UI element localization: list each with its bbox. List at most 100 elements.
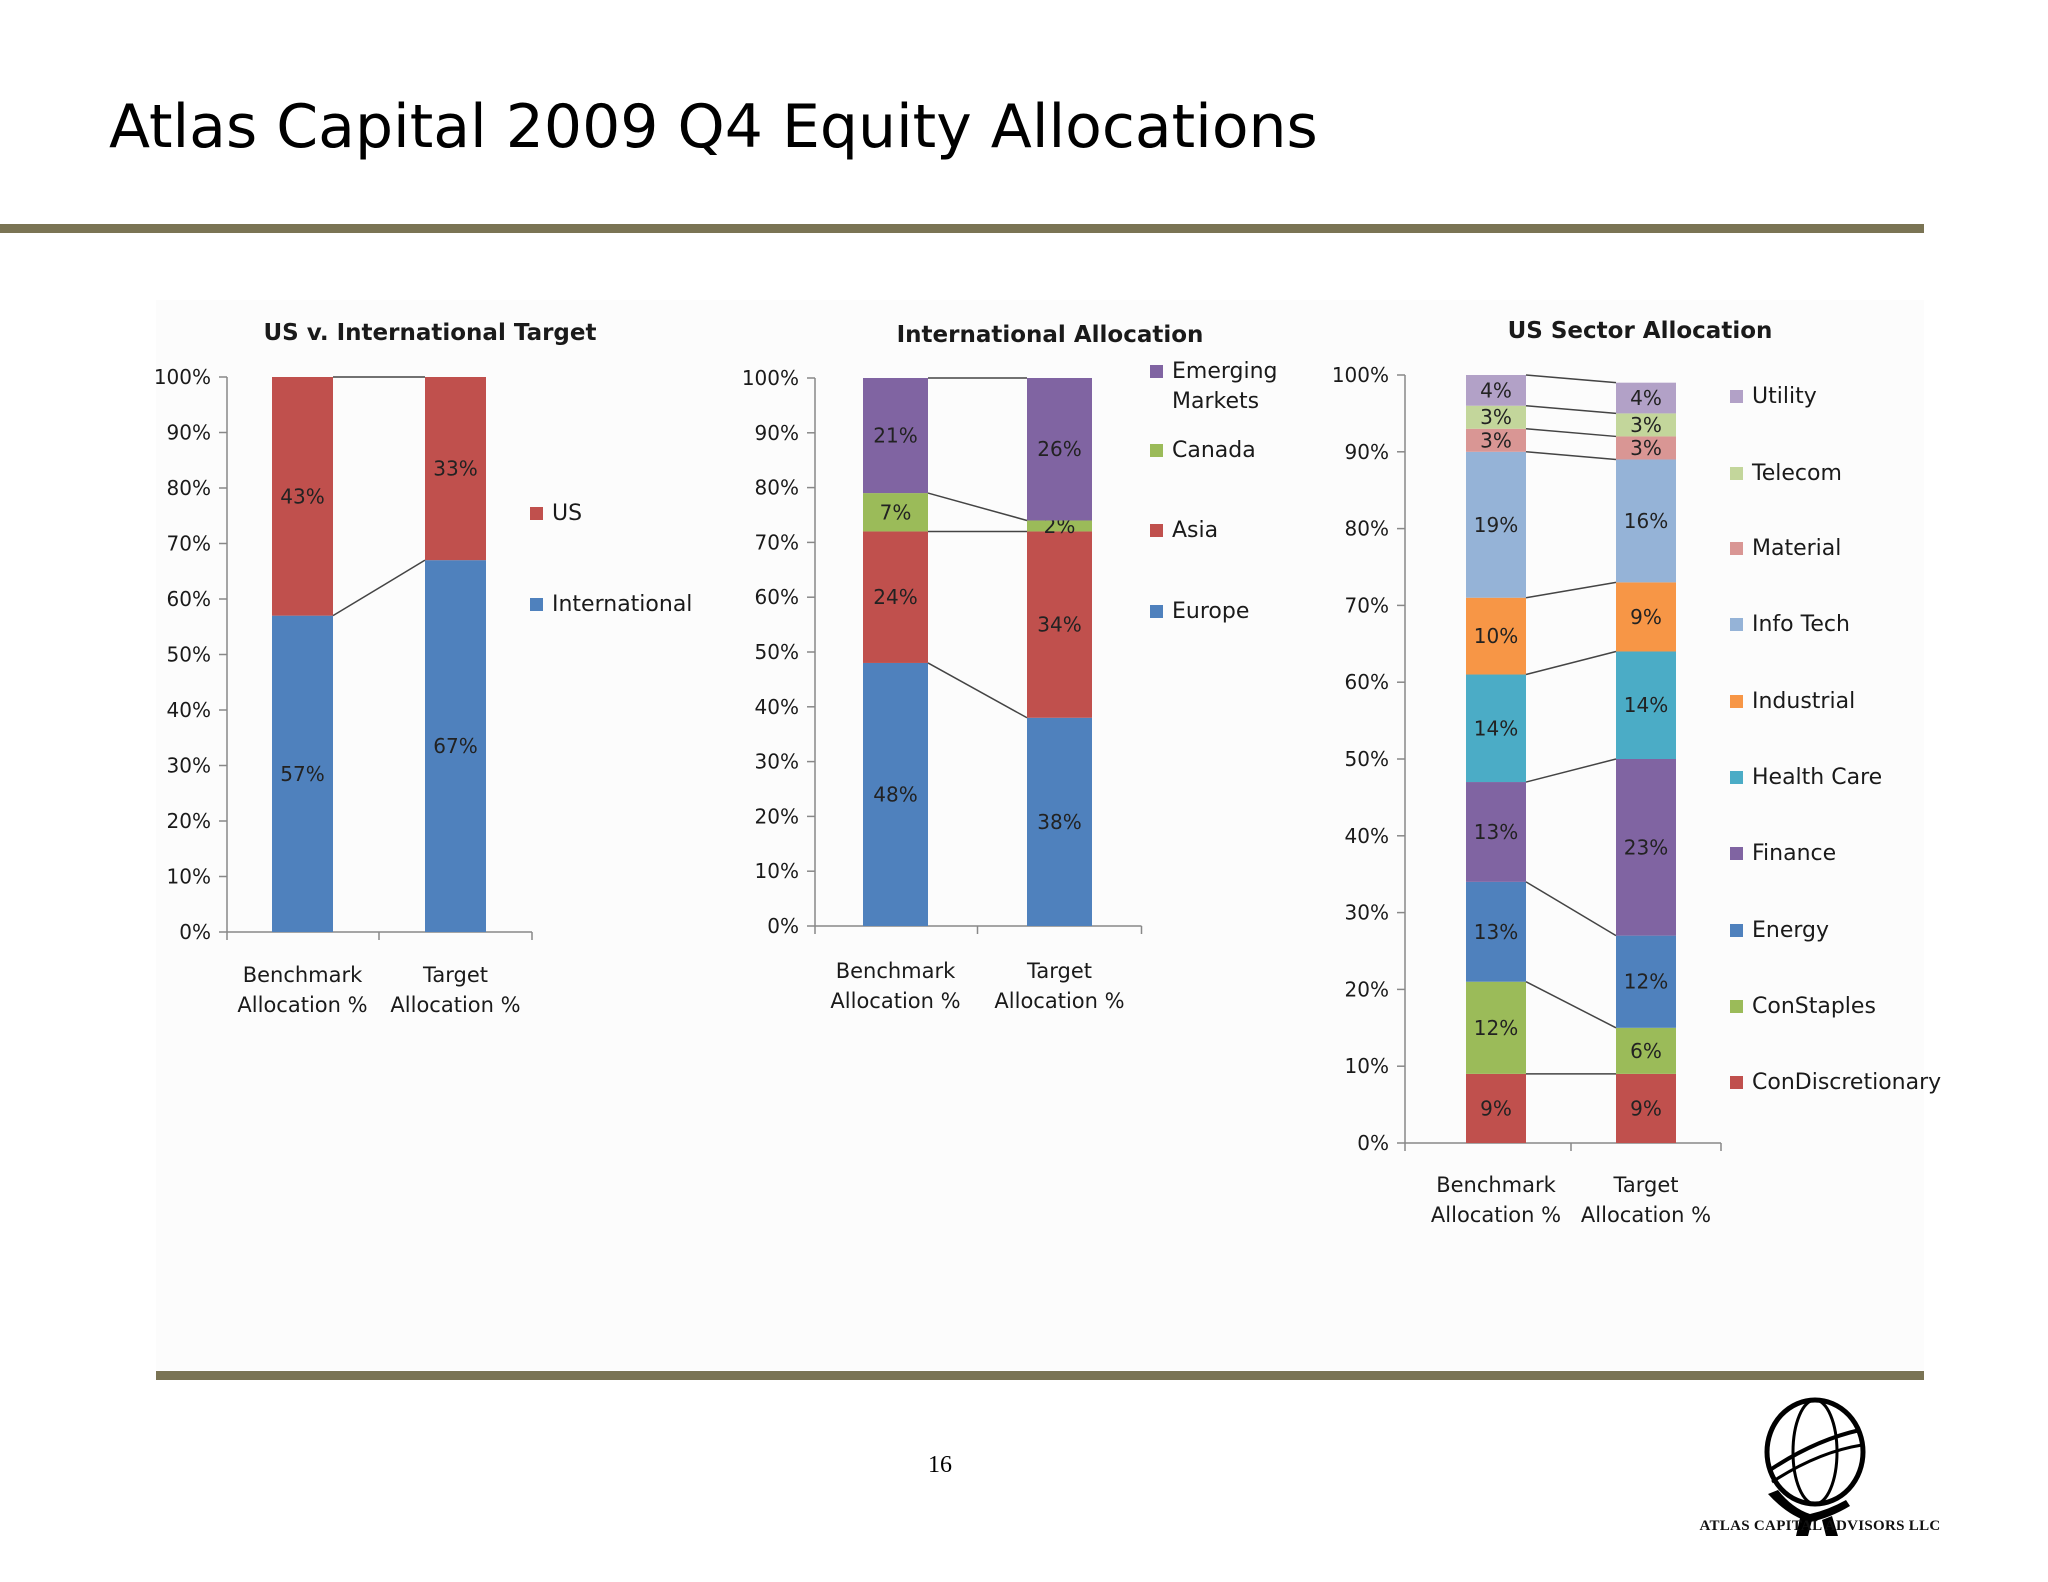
- data-label-condiscretionary: 9%: [1630, 1096, 1662, 1120]
- legend-label-industrial: Industrial: [1752, 689, 1855, 714]
- bar-asia-target: [1027, 531, 1092, 718]
- page-number: 16: [928, 1452, 952, 1478]
- legend-swatch-condiscretionary: [1730, 1076, 1743, 1089]
- series-line-constaples: [1525, 981, 1617, 1029]
- bar-finance-target: [1616, 759, 1676, 936]
- legend-label-finance: Finance: [1752, 841, 1836, 866]
- legend-swatch-canada: [1150, 444, 1163, 457]
- y-tick-label: 80%: [755, 476, 799, 500]
- series-line-utility: [1525, 374, 1617, 384]
- data-label-us: 33%: [433, 457, 477, 481]
- bar-health-care-benchmark: [1466, 674, 1526, 783]
- y-tick-label: 80%: [1345, 517, 1389, 541]
- data-label-constaples: 6%: [1630, 1039, 1662, 1063]
- data-label-info-tech: 16%: [1624, 509, 1668, 533]
- bar-international-benchmark: [272, 615, 333, 932]
- category-label: Benchmark Allocation %: [830, 959, 960, 1013]
- bar-info-tech-benchmark: [1466, 451, 1526, 598]
- legend-label-us: US: [552, 501, 582, 526]
- chart-us-sector-allocation: US Sector Allocation 0% 10% 20% 30% 40% 50% 60%…: [1332, 318, 1941, 1227]
- legend-swatch-info-tech: [1730, 618, 1743, 631]
- series-line-industrial: [1525, 581, 1617, 599]
- data-label-health-care: 14%: [1624, 693, 1668, 717]
- y-tick-label: 40%: [1345, 824, 1389, 848]
- series-line-info-tech: [1525, 451, 1617, 461]
- data-label-health-care: 14%: [1474, 716, 1518, 740]
- y-tick-label: 70%: [167, 532, 211, 556]
- atlas-globe-logo-icon: [1764, 1397, 1866, 1536]
- legend-label-info-tech: Info Tech: [1752, 612, 1850, 637]
- data-label-emerging-markets: 21%: [873, 424, 917, 448]
- data-label-europe: 38%: [1037, 810, 1081, 834]
- bar-telecom-target: [1616, 413, 1676, 437]
- legend-swatch-telecom: [1730, 467, 1743, 480]
- y-tick-label: 40%: [755, 695, 799, 719]
- bar-us-target: [425, 377, 486, 561]
- series-line-energy: [1525, 881, 1617, 937]
- bar-europe-target: [1027, 717, 1092, 926]
- y-tick-label: 10%: [167, 865, 211, 889]
- data-label-international: 67%: [433, 734, 477, 758]
- y-tick-label: 0%: [767, 914, 799, 938]
- series-line-canada: [927, 492, 1028, 522]
- bar-energy-target: [1616, 935, 1676, 1028]
- y-tick-label: 10%: [1345, 1054, 1389, 1078]
- bar-europe-benchmark: [863, 662, 928, 926]
- bar-industrial-target: [1616, 582, 1676, 652]
- category-label: Target Allocation %: [390, 963, 520, 1017]
- chart-title: US Sector Allocation: [1508, 318, 1773, 344]
- data-label-asia: 24%: [873, 585, 917, 609]
- data-label-international: 57%: [280, 762, 324, 786]
- data-label-telecom: 3%: [1480, 405, 1512, 429]
- y-tick-label: 50%: [167, 643, 211, 667]
- legend-label-asia: Asia: [1172, 518, 1218, 543]
- y-tick-label: 20%: [167, 809, 211, 833]
- y-tick-label: 20%: [755, 804, 799, 828]
- bar-utility-benchmark: [1466, 375, 1526, 406]
- legend-label-emerging-markets: Emerging Markets: [1172, 359, 1278, 414]
- y-tick-label: 30%: [755, 750, 799, 774]
- legend-label-canada: Canada: [1172, 438, 1256, 463]
- category-label: Benchmark Allocation %: [237, 963, 367, 1017]
- data-label-condiscretionary: 9%: [1480, 1096, 1512, 1120]
- y-tick-label: 0%: [179, 920, 211, 944]
- series-line-health-care: [1525, 650, 1617, 676]
- legend-swatch-energy: [1730, 924, 1743, 937]
- legend-label-condiscretionary: ConDiscretionary: [1752, 1070, 1941, 1095]
- legend-label-telecom: Telecom: [1751, 461, 1842, 486]
- legend-swatch-constaples: [1730, 1000, 1743, 1013]
- slide-title: Atlas Capital 2009 Q4 Equity Allocations: [109, 92, 1318, 162]
- data-label-finance: 13%: [1474, 820, 1518, 844]
- data-label-utility: 4%: [1630, 386, 1662, 410]
- chart-us-v-international: US v. International Target 0% 10% 20% 30% 40%…: [154, 320, 693, 1017]
- bar-info-tech-target: [1616, 459, 1676, 583]
- y-tick-label: 0%: [1357, 1131, 1389, 1155]
- data-label-asia: 34%: [1037, 613, 1081, 637]
- legend-label-international: International: [552, 592, 692, 617]
- y-tick-label: 10%: [755, 859, 799, 883]
- legend-label-europe: Europe: [1172, 599, 1249, 624]
- bar-energy-benchmark: [1466, 881, 1526, 982]
- chart-international-allocation: International Allocation 0% 10% 20% 30% 40% 50…: [742, 322, 1278, 1013]
- bar-asia-benchmark: [863, 531, 928, 663]
- legend-swatch-health-care: [1730, 771, 1743, 784]
- y-tick-label: 70%: [1345, 593, 1389, 617]
- y-tick-label: 90%: [755, 421, 799, 445]
- category-label: Benchmark Allocation %: [1431, 1173, 1561, 1227]
- bar-telecom-benchmark: [1466, 405, 1526, 429]
- y-tick-label: 80%: [167, 476, 211, 500]
- data-label-finance: 23%: [1624, 835, 1668, 859]
- y-tick-label: 90%: [167, 421, 211, 445]
- chart-title: US v. International Target: [264, 320, 597, 346]
- y-tick-label: 30%: [1345, 901, 1389, 925]
- series-line-international: [332, 559, 426, 617]
- series-line-telecom: [1525, 404, 1617, 415]
- series-line-finance: [1525, 758, 1617, 783]
- bottom-rule: [156, 1371, 1924, 1380]
- y-tick-label: 60%: [755, 585, 799, 609]
- series-line-material: [1525, 428, 1617, 438]
- bar-emerging-markets-benchmark: [863, 378, 928, 494]
- bar-industrial-benchmark: [1466, 597, 1526, 675]
- bar-constaples-target: [1616, 1027, 1676, 1074]
- legend-swatch-international: [530, 598, 543, 611]
